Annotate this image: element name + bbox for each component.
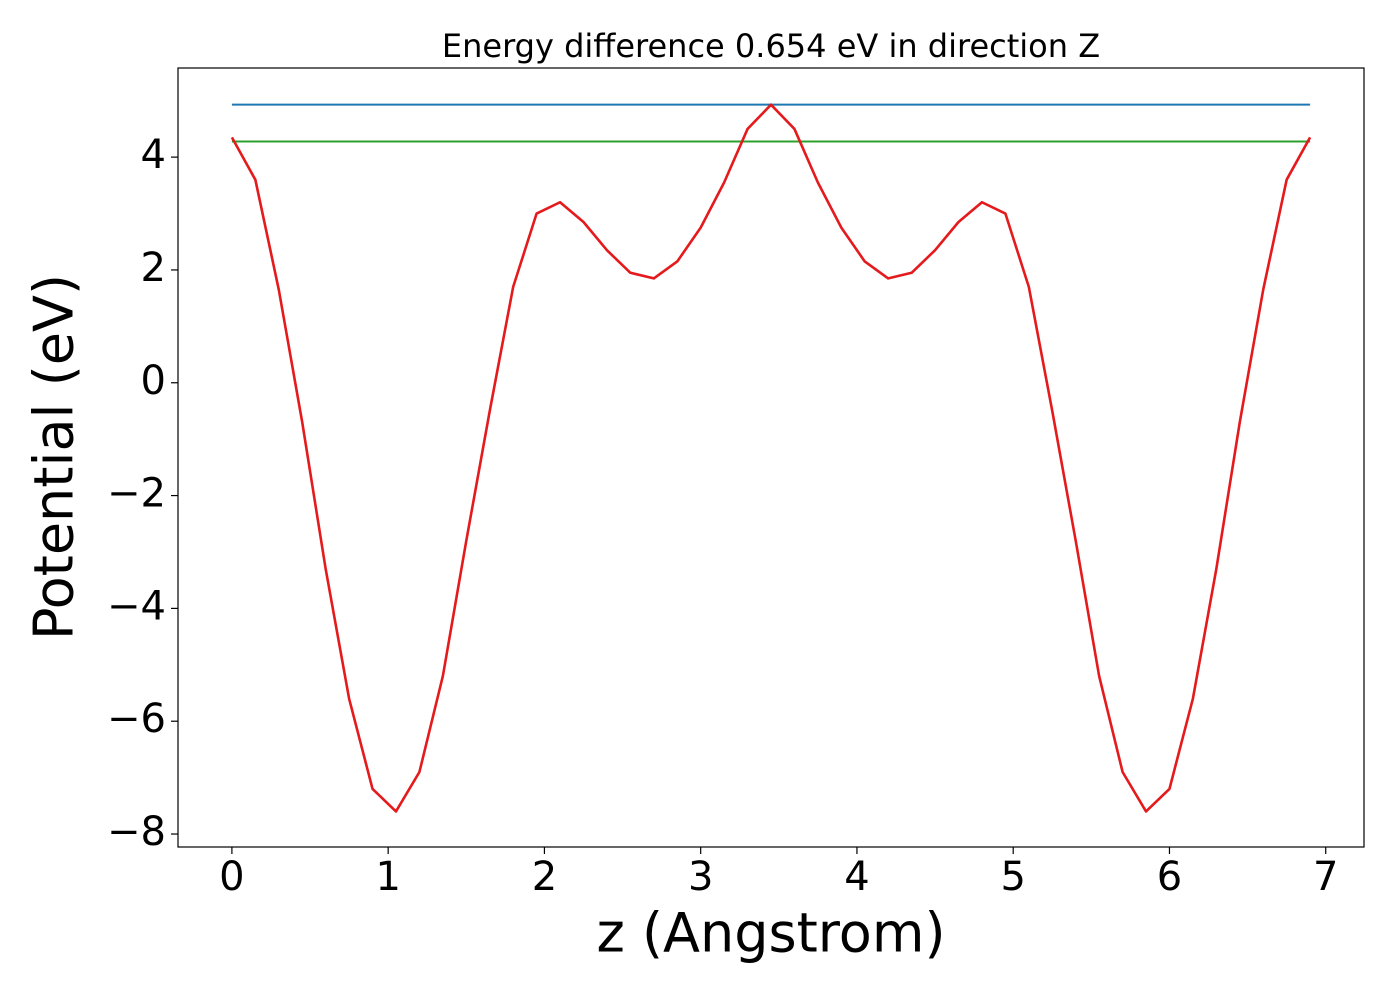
plot-frame <box>177 67 1365 848</box>
chart-title: Energy difference 0.654 eV in direction … <box>442 27 1100 65</box>
y-tick-label: 2 <box>141 245 166 291</box>
x-tick-label: 4 <box>844 854 869 900</box>
line-series <box>230 103 1312 813</box>
y-tick-label: −8 <box>107 809 166 855</box>
y-axis-label: Potential (eV) <box>23 274 86 640</box>
x-tick-label: 7 <box>1313 854 1338 900</box>
x-tick-label: 0 <box>219 854 244 900</box>
y-tick-label: −4 <box>107 583 166 629</box>
y-tick-label: −2 <box>107 471 166 517</box>
y-tick-label: −6 <box>107 696 166 742</box>
x-tick-label: 2 <box>532 854 557 900</box>
x-axis-label: z (Angstrom) <box>596 902 945 965</box>
x-tick-label: 6 <box>1157 854 1182 900</box>
x-tick-label: 5 <box>1000 854 1025 900</box>
y-tick-label: 0 <box>141 358 166 404</box>
x-tick-label: 1 <box>375 854 400 900</box>
y-tick-label: 4 <box>141 132 166 178</box>
x-tick-label: 3 <box>688 854 713 900</box>
